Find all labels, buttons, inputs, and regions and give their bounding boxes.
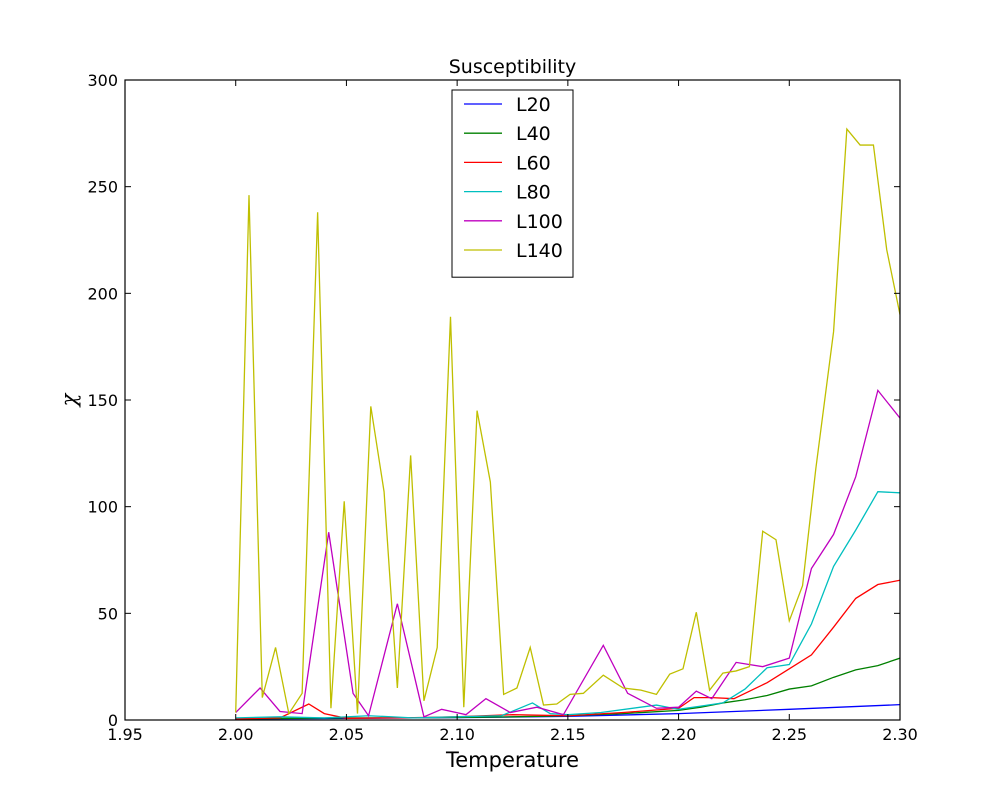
y-tick-label: 300 — [87, 71, 118, 90]
ticks-layer: 1.95 2.00 2.05 2.10 2.15 2.20 2.25 2.30 0 50 100 15… — [87, 71, 917, 744]
series-line-l60 — [235, 579, 900, 720]
legend-label-l40: L40 — [516, 123, 551, 145]
series-line-l80 — [235, 491, 900, 719]
y-tick-label: 250 — [87, 178, 118, 197]
x-tick-label: 1.95 — [107, 725, 143, 744]
chart-title: Susceptibility — [449, 56, 577, 78]
legend-label-l100: L100 — [516, 211, 563, 233]
y-tick-label: 50 — [98, 604, 118, 623]
series-line-l140 — [235, 127, 900, 716]
y-tick-label: 150 — [87, 391, 118, 410]
y-tick-label: 200 — [87, 284, 118, 303]
y-axis-title: χ — [57, 392, 81, 408]
x-tick-label: 2.25 — [771, 725, 807, 744]
x-tick-label: 2.15 — [550, 725, 586, 744]
legend-label-l80: L80 — [516, 182, 551, 204]
series-line-l100 — [235, 388, 900, 718]
x-tick-label: 2.30 — [882, 725, 918, 744]
legend-label-l20: L20 — [516, 94, 551, 116]
x-tick-label: 2.05 — [329, 725, 365, 744]
x-tick-label: 2.00 — [218, 725, 254, 744]
x-tick-label: 2.20 — [661, 725, 697, 744]
legend-label-l60: L60 — [516, 152, 551, 174]
legend-frame — [451, 89, 574, 278]
legend-label-l140: L140 — [516, 240, 563, 262]
x-axis-title: Temperature — [445, 748, 579, 772]
legend: L20 L40 L60 L80 L100 L140 — [451, 89, 574, 278]
y-tick-label: 0 — [108, 711, 118, 730]
y-tick-label: 100 — [87, 498, 118, 517]
x-tick-label: 2.10 — [439, 725, 475, 744]
